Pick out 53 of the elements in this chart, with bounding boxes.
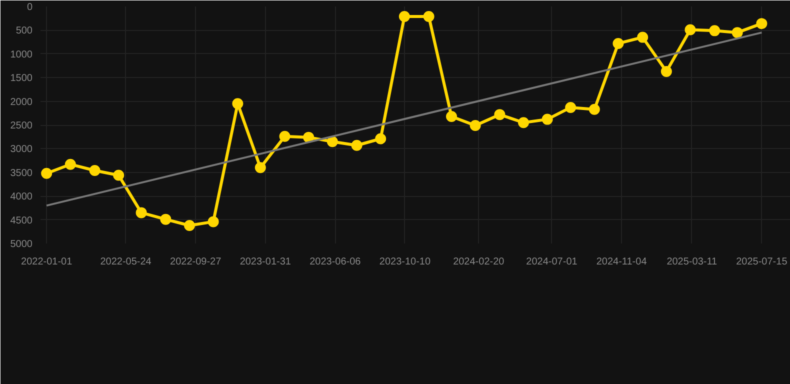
point	[494, 109, 506, 120]
point	[89, 165, 100, 176]
point	[398, 10, 410, 22]
point	[375, 133, 386, 144]
x-tick-label: 2022-05-24	[100, 256, 152, 268]
x-tick-label: 2023-06-06	[310, 256, 362, 268]
point	[732, 27, 743, 38]
point	[184, 220, 196, 231]
point	[588, 104, 600, 115]
y-tick-label: 2500	[10, 120, 33, 132]
x-tick-label: 2025-03-11	[666, 256, 718, 268]
point	[709, 25, 720, 36]
point	[279, 130, 290, 142]
x-tick-label: 2022-09-27	[170, 256, 222, 268]
point	[470, 120, 481, 131]
point	[756, 18, 768, 30]
point	[303, 132, 314, 143]
point	[542, 114, 553, 125]
x-tick-label: 2023-01-31	[240, 256, 292, 268]
point	[326, 136, 338, 148]
y-tick-label: 3500	[10, 168, 33, 179]
y-tick-label: 4000	[10, 192, 33, 203]
y-tick-label: 4500	[10, 215, 33, 226]
y-tick-label: 0	[26, 2, 33, 13]
point	[136, 207, 147, 218]
point	[446, 110, 458, 122]
point	[41, 168, 52, 179]
point	[565, 102, 576, 113]
x-tick-label: 2025-07-15	[736, 256, 788, 268]
point	[684, 24, 696, 36]
y-tick-label: 2000	[10, 96, 33, 108]
point	[64, 158, 76, 170]
point	[232, 98, 244, 110]
y-tick-label: 1500	[10, 73, 33, 84]
y-tick-label: 5000	[10, 239, 33, 250]
x-tick-label: 2022-01-01	[21, 256, 73, 268]
point	[351, 140, 362, 151]
x-tick-label: 2024-11-04	[596, 256, 648, 268]
x-tick-label: 2024-07-01	[526, 256, 578, 268]
point	[160, 214, 172, 225]
point	[518, 117, 530, 128]
point	[637, 32, 648, 43]
y-tick-label: 3000	[10, 144, 33, 156]
point	[660, 66, 672, 77]
point	[113, 170, 124, 181]
y-tick-label: 500	[16, 26, 33, 37]
point	[254, 162, 266, 174]
x-tick-label: 2024-02-20	[453, 256, 505, 268]
y-tick-label: 1000	[10, 49, 33, 60]
point	[208, 216, 219, 228]
point	[423, 10, 434, 22]
point	[612, 38, 624, 49]
x-tick-label: 2023-10-10	[379, 256, 431, 268]
